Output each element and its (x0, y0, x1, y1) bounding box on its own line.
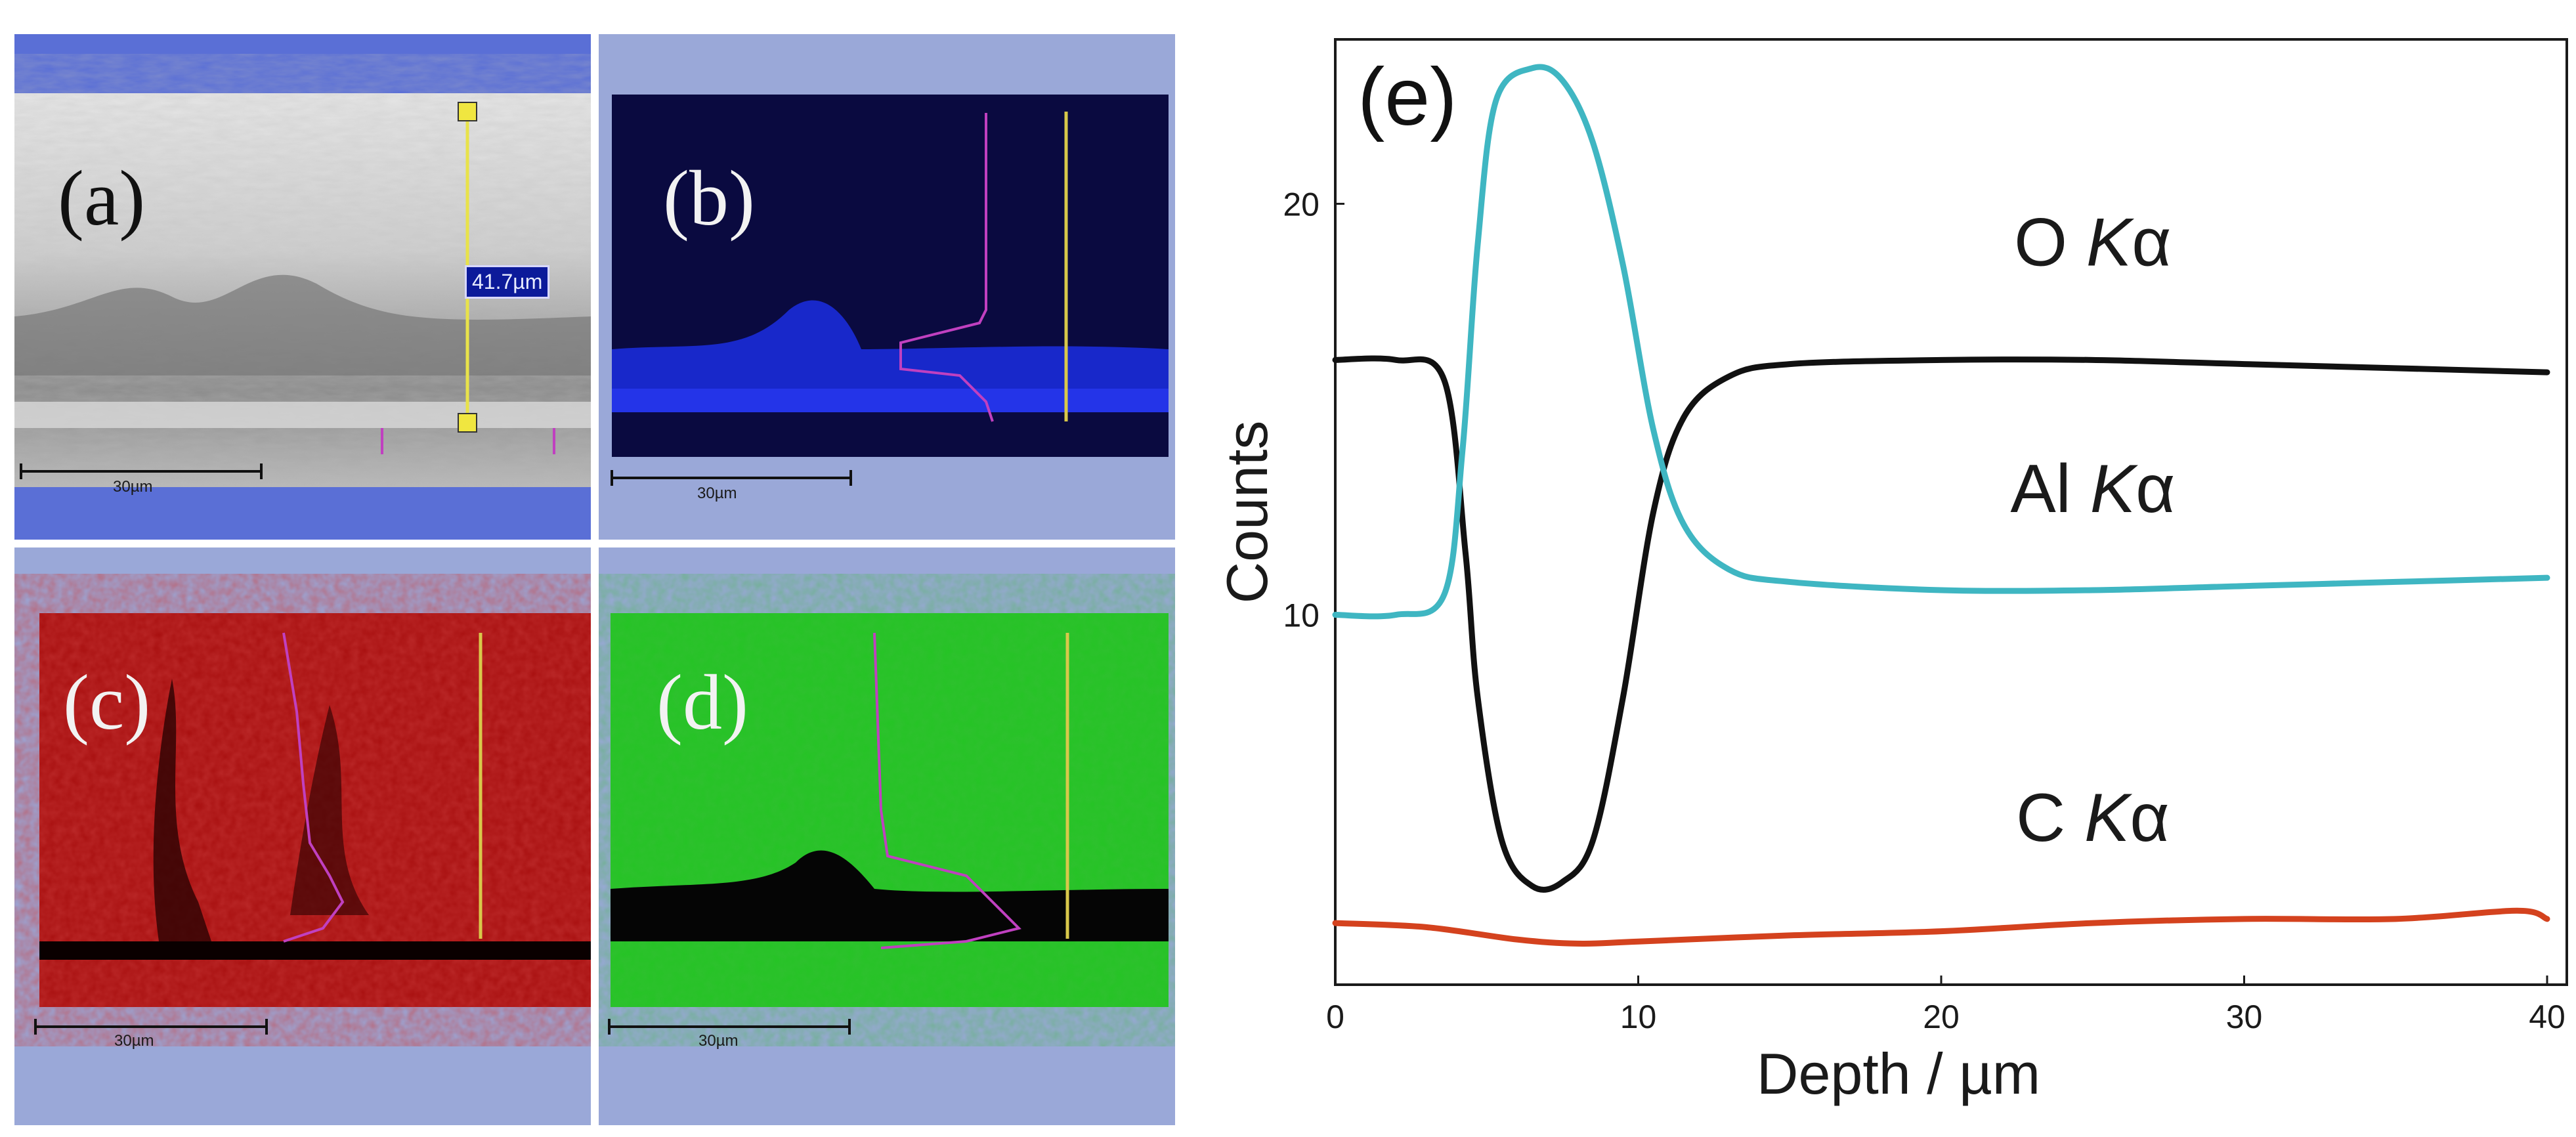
panel-a-scale-label: 30µm (113, 478, 153, 496)
panel-c: (c) 30µm (14, 547, 591, 1125)
panel-b: (b) 30µm (599, 34, 1175, 540)
panel-d: (d) 30µm (599, 547, 1175, 1125)
panel-d-image (608, 613, 1169, 1035)
x-tick-label: 10 (1620, 998, 1657, 1035)
y-tick-label: 20 (1283, 186, 1320, 223)
series-lines (1332, 64, 2550, 947)
measurement-badge: 41.7µm (465, 265, 550, 299)
series-line-c (1332, 907, 2550, 947)
y-axis-label: Counts (1214, 421, 1279, 604)
y-tick-label: 10 (1283, 597, 1320, 634)
series-line-o (1332, 355, 2550, 893)
series-annotation: Al Kα (2010, 451, 2175, 527)
annotation-element: O (2014, 204, 2086, 280)
plot-frame (1334, 38, 2568, 986)
series-line-al (1332, 64, 2550, 620)
annotation-line: K (2090, 451, 2139, 527)
annotation-alpha: α (2132, 204, 2171, 280)
annotation-element: C (2016, 780, 2084, 856)
panel-c-image (34, 613, 591, 1035)
panel-d-scale-label: 30µm (698, 1032, 739, 1050)
depth-profile-chart: 0 10 20 30 40 10 20 (e) Depth / µm Counts O K… (1214, 38, 2568, 1106)
panel-b-label: (b) (663, 154, 755, 242)
x-tick-label: 20 (1923, 998, 1960, 1035)
x-tick-label: 0 (1326, 998, 1344, 1035)
chart-title: (e) (1358, 52, 1457, 142)
annotation-alpha: α (2130, 780, 2169, 856)
x-tick-label: 40 (2529, 998, 2565, 1035)
x-axis-label: Depth / µm (1757, 1041, 2040, 1106)
series-annotation: O Kα (2014, 204, 2171, 280)
panel-b-scale-label: 30µm (697, 484, 737, 502)
annotation-line: K (2084, 780, 2133, 856)
x-tick-label: 30 (2226, 998, 2263, 1035)
annotation-element: Al (2010, 451, 2090, 527)
panel-d-label: (d) (656, 658, 748, 746)
annotation-alpha: α (2136, 451, 2175, 527)
x-axis-ticks: 0 10 20 30 40 (1326, 976, 2565, 1035)
panel-b-image (611, 95, 1169, 486)
panel-c-scale-label: 30µm (114, 1032, 154, 1050)
series-annotation: C Kα (2016, 780, 2170, 856)
panel-c-label: (c) (63, 658, 151, 746)
y-axis-ticks: 10 20 (1283, 186, 1344, 634)
panel-a: (a) 41.7µm 30µm (14, 34, 591, 540)
annotation-line: K (2086, 204, 2135, 280)
panel-a-label: (a) (58, 154, 146, 242)
